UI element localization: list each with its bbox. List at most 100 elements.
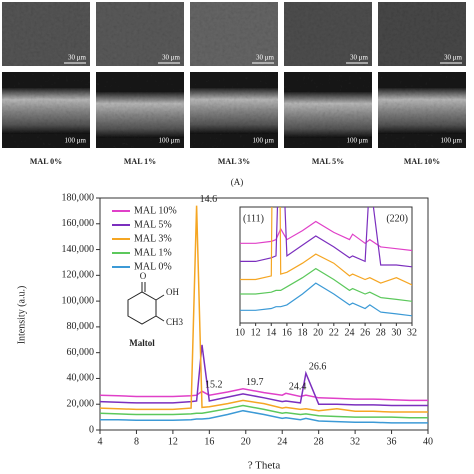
- peak-label: 15.2: [205, 380, 223, 391]
- data-line: [99, 404, 428, 419]
- sem-image: [284, 2, 372, 66]
- data-line: [99, 205, 428, 413]
- atom-label: OH: [166, 287, 179, 297]
- inset-line: [240, 207, 412, 286]
- legend-label: MAL 10%: [134, 205, 177, 216]
- inset-label: (220): [386, 213, 408, 224]
- scale-label: 30 μm: [68, 54, 87, 62]
- inset-line: [240, 207, 412, 268]
- y-axis-label: Intensity (a.u.): [16, 286, 27, 345]
- fiber: [284, 92, 372, 138]
- atom-label: O: [140, 271, 147, 281]
- fiber: [190, 88, 278, 134]
- fiber: [378, 88, 466, 134]
- scale-label: 100 μm: [65, 137, 87, 145]
- scale-label: 100 μm: [159, 137, 181, 145]
- plot-frame: [99, 197, 429, 431]
- inset-x-tick-label: 32: [407, 327, 417, 338]
- image-bg: [284, 2, 372, 66]
- y-tick-label: 160,000: [62, 218, 95, 229]
- column-label: MAL 3%: [218, 157, 250, 166]
- sem-image: [96, 2, 184, 66]
- peak-label: 19.7: [246, 377, 263, 388]
- image-bg: [190, 2, 278, 66]
- legend-label: MAL 0%: [134, 261, 172, 272]
- legend-label: MAL 1%: [134, 247, 172, 258]
- column-label: MAL 0%: [30, 157, 62, 166]
- legend-label: MAL 3%: [134, 233, 172, 244]
- inset-x-tick-label: 18: [298, 327, 308, 338]
- sem-image: [190, 2, 278, 66]
- inset-x-tick-label: 22: [329, 327, 339, 338]
- legend-label: MAL 5%: [134, 219, 172, 230]
- y-tick-label: 40,000: [67, 373, 95, 384]
- peak-label: 26.6: [309, 362, 327, 373]
- sem-image: [2, 2, 90, 66]
- inset-line: [240, 282, 412, 317]
- data-line: [99, 388, 428, 402]
- scale-label: 100 μm: [253, 137, 275, 145]
- sem-image: [284, 72, 372, 148]
- sem-image: [378, 72, 466, 148]
- image-bg: [378, 2, 466, 66]
- data-line: [100, 409, 428, 424]
- scale-label: 30 μm: [444, 54, 463, 62]
- inset-label: (111): [243, 213, 264, 224]
- inset-x-tick-label: 28: [376, 327, 386, 338]
- inset-x-tick-label: 10: [235, 327, 245, 338]
- x-tick-label: 16: [204, 436, 214, 447]
- x-tick-label: 8: [134, 436, 139, 447]
- inset-x-tick-label: 24: [344, 327, 354, 338]
- y-tick-label: 80,000: [67, 321, 95, 332]
- x-tick-label: 12: [168, 436, 178, 447]
- fiber: [2, 88, 90, 134]
- image-bg: [96, 2, 184, 66]
- y-tick-label: 120,000: [62, 270, 95, 281]
- x-tick-label: 28: [314, 436, 324, 447]
- inset-x-tick-label: 26: [360, 327, 370, 338]
- structure-name: Maltol: [129, 338, 155, 348]
- inset-x-tick-label: 12: [251, 327, 261, 338]
- y-tick-label: 180,000: [62, 192, 95, 203]
- peak-label: 14.6: [200, 194, 218, 205]
- inset-lines: [240, 207, 412, 317]
- x-tick-label: 32: [350, 436, 360, 447]
- image-bg: [2, 2, 90, 66]
- inset-x-tick-label: 16: [282, 327, 292, 338]
- scale-label: 100 μm: [347, 137, 369, 145]
- inset-line: [240, 267, 412, 302]
- sem-image: [378, 2, 466, 66]
- maltol-structure: [127, 282, 165, 325]
- sem-images: 30 μm 100 μm 30 μm 100 μm 30 μm 100 μm 30 μm 10…: [2, 2, 466, 148]
- y-tick-label: 20,000: [67, 399, 95, 410]
- y-tick-label: 100,000: [62, 295, 95, 306]
- column-label: MAL 10%: [404, 157, 440, 166]
- scale-label: 30 μm: [350, 54, 369, 62]
- sem-image: [190, 72, 278, 148]
- y-tick-label: 60,000: [67, 347, 95, 358]
- data-line: [99, 344, 428, 407]
- y-tick-label: 0: [89, 424, 94, 435]
- x-tick-label: 36: [387, 436, 397, 447]
- inset-x-tick-label: 20: [313, 327, 323, 338]
- ring: [127, 291, 157, 325]
- scale-label: 30 μm: [162, 54, 181, 62]
- inset-x-tick-label: 14: [266, 327, 276, 338]
- column-label: MAL 1%: [124, 157, 156, 166]
- x-tick-label: 4: [98, 436, 103, 447]
- bond: [155, 315, 165, 322]
- scale-label: 30 μm: [256, 54, 275, 62]
- inset-line: [240, 220, 412, 252]
- sem-image: [2, 72, 90, 148]
- column-label: MAL 5%: [312, 157, 344, 166]
- inset-x-tick-label: 30: [391, 327, 401, 338]
- y-tick-label: 140,000: [62, 244, 95, 255]
- peak-label: 24.4: [289, 382, 307, 393]
- x-tick-label: 20: [241, 436, 251, 447]
- sem-image: [96, 72, 184, 148]
- scale-label: 100 μm: [441, 137, 463, 145]
- x-axis-label: ? Theta: [248, 460, 281, 472]
- panel-label: (A): [231, 177, 244, 187]
- bond: [155, 294, 165, 301]
